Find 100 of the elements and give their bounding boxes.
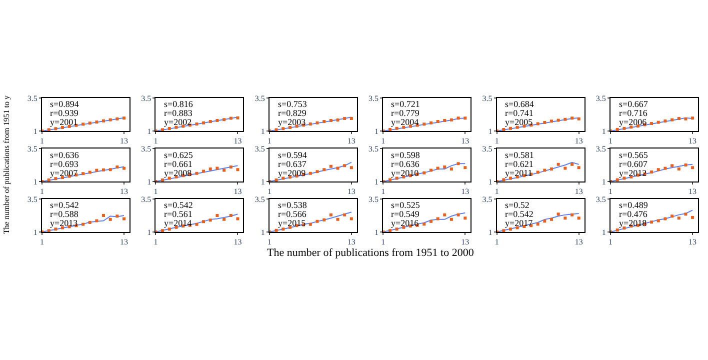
annotation: y=2003 <box>278 117 306 127</box>
line-series <box>496 212 580 232</box>
point <box>216 118 219 122</box>
point <box>282 127 285 130</box>
point <box>436 120 440 124</box>
point <box>108 118 112 122</box>
y-tick-label: 3.5 <box>27 144 38 154</box>
annotation: y=2005 <box>505 117 534 127</box>
x-tick-label: 13 <box>574 238 583 247</box>
annotation: s=0.538 <box>278 200 308 210</box>
y-tick-label: 3.5 <box>27 194 38 204</box>
line-series <box>496 162 580 182</box>
y-tick-label: 3.5 <box>482 144 492 154</box>
point <box>122 166 126 170</box>
point <box>95 168 98 172</box>
x-tick-label: 13 <box>234 136 242 146</box>
x-tick-label: 1 <box>608 136 613 146</box>
point <box>102 168 105 172</box>
point <box>343 116 346 120</box>
annotation: y=2007 <box>50 168 78 178</box>
line-series <box>383 212 466 232</box>
point <box>47 178 50 182</box>
x-tick-label: 13 <box>120 136 128 146</box>
point <box>536 222 540 226</box>
point <box>229 214 232 217</box>
point <box>202 121 206 124</box>
point <box>564 216 567 220</box>
y-tick-label: 3.5 <box>368 144 379 154</box>
point <box>577 166 580 170</box>
point <box>429 220 432 223</box>
point <box>556 118 560 122</box>
annotation: r=0.476 <box>619 209 648 219</box>
point <box>343 164 346 168</box>
annotation: s=0.753 <box>278 99 308 109</box>
point <box>684 212 688 216</box>
y-tick-label: 3.5 <box>254 144 265 154</box>
point <box>208 218 212 222</box>
point <box>664 166 667 170</box>
y-tick-label: 3.5 <box>254 194 265 204</box>
y-tick-label: 1 <box>374 228 379 237</box>
annotation: y=2013 <box>50 218 78 228</box>
x-tick-label: 1 <box>608 238 613 247</box>
point <box>350 116 353 120</box>
point <box>456 213 460 216</box>
point <box>450 118 453 122</box>
annotation: y=2018 <box>619 218 648 228</box>
x-tick-label: 13 <box>234 238 242 247</box>
point <box>236 116 240 120</box>
point <box>388 229 392 232</box>
annotation: y=2017 <box>505 218 534 228</box>
point <box>116 117 119 120</box>
annotation: s=0.598 <box>391 150 420 160</box>
point <box>429 168 432 172</box>
annotation: r=0.716 <box>619 108 648 118</box>
point <box>88 220 92 224</box>
y-tick-label: 1 <box>602 126 606 136</box>
annotation: s=0.594 <box>278 150 308 160</box>
point <box>161 178 164 182</box>
annotation: s=0.684 <box>505 99 534 109</box>
line-series <box>383 118 466 132</box>
point <box>550 218 553 221</box>
point <box>422 122 426 126</box>
point <box>543 120 546 124</box>
annotation: r=0.693 <box>50 159 79 169</box>
point <box>222 118 226 122</box>
y-tick-label: 3.5 <box>368 194 379 204</box>
point <box>208 120 212 124</box>
annotation: r=0.621 <box>505 159 534 169</box>
point <box>650 220 654 224</box>
point <box>274 128 278 132</box>
x-axis-title: The number of publications from 1951 to 2000 <box>267 247 474 259</box>
x-tick-label: 13 <box>234 187 242 196</box>
point <box>316 170 319 174</box>
x-tick-label: 1 <box>381 136 386 146</box>
annotation: s=0.542 <box>164 200 193 210</box>
annotation: r=0.566 <box>278 209 307 219</box>
point <box>54 127 58 130</box>
x-tick-label: 13 <box>461 238 470 247</box>
y-tick-label: 3.5 <box>368 94 379 103</box>
point <box>195 222 198 226</box>
x-tick-label: 13 <box>461 187 470 196</box>
point <box>691 216 694 219</box>
x-tick-label: 1 <box>40 238 44 247</box>
annotation: r=0.542 <box>505 209 534 219</box>
point <box>677 116 680 120</box>
point <box>443 165 446 168</box>
point <box>556 212 560 216</box>
annotation: r=0.588 <box>50 209 79 219</box>
point <box>122 116 126 120</box>
line-series <box>269 116 352 132</box>
point <box>543 220 546 223</box>
point <box>570 116 574 120</box>
annotation: r=0.607 <box>619 159 648 169</box>
x-tick-label: 13 <box>574 187 583 196</box>
y-tick-label: 1 <box>488 177 492 186</box>
point <box>229 165 232 168</box>
point <box>108 168 112 172</box>
annotation: s=0.565 <box>619 150 648 160</box>
point <box>322 168 326 172</box>
x-tick-label: 1 <box>381 187 386 196</box>
